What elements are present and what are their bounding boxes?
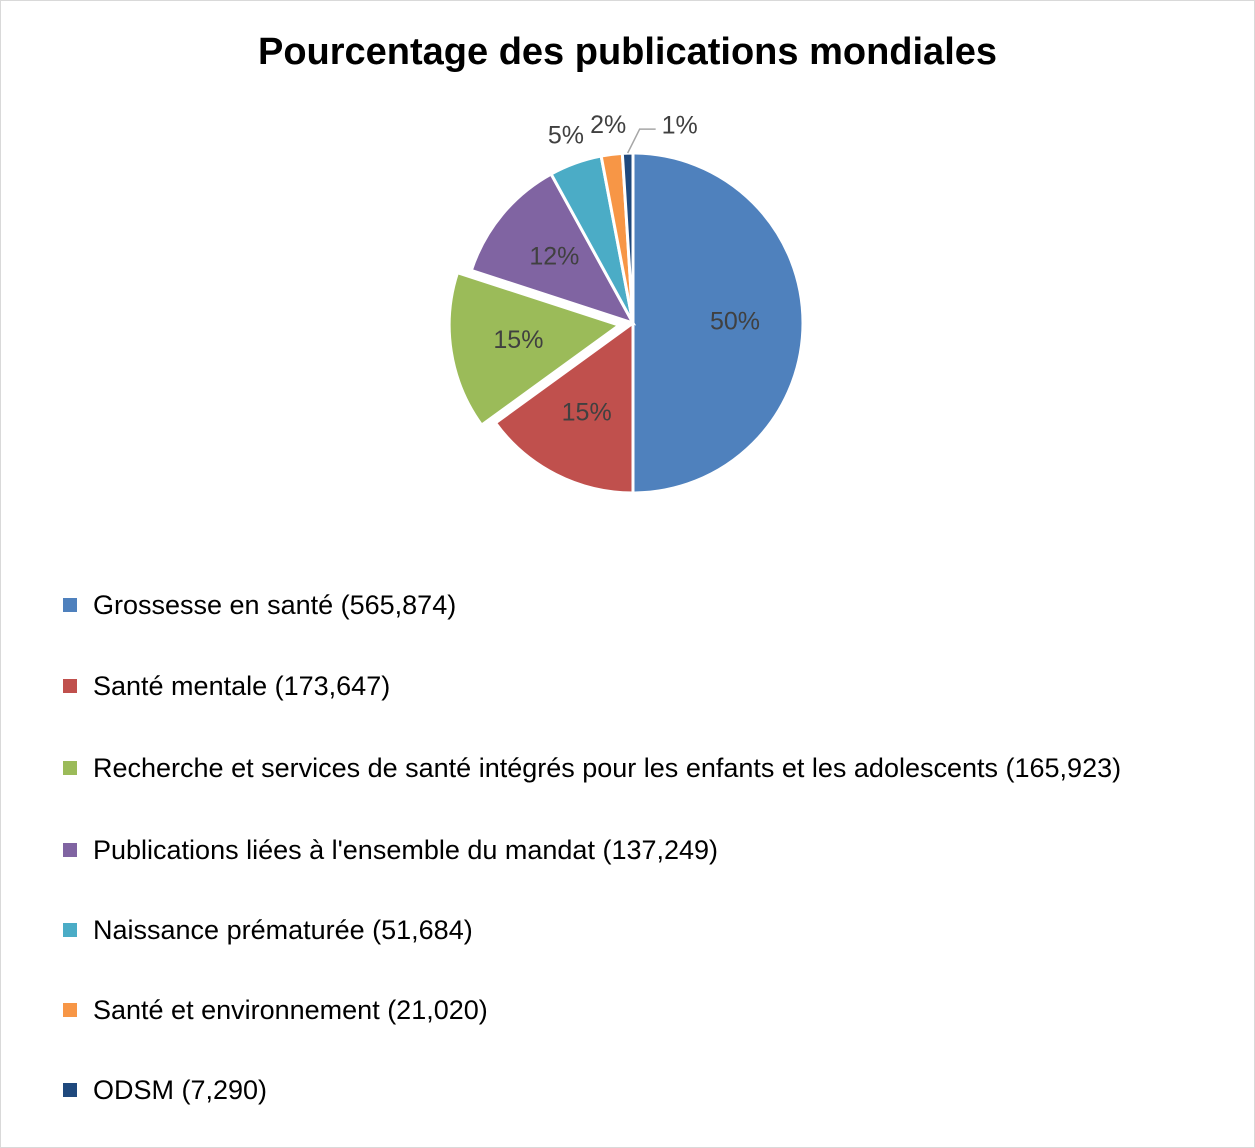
legend-label: Publications liées à l'ensemble du manda… bbox=[93, 835, 719, 865]
data-label: 1% bbox=[662, 112, 698, 140]
pie-slice bbox=[447, 270, 623, 428]
legend-item: Santé et environnement (21,020) bbox=[63, 990, 1203, 1030]
legend-item: Recherche et services de santé intégrés … bbox=[63, 748, 1203, 788]
legend-item: Grossesse en santé (565,874) bbox=[63, 585, 1203, 625]
data-label: 15% bbox=[562, 398, 612, 426]
legend-swatch bbox=[63, 598, 77, 612]
legend-swatch bbox=[63, 923, 77, 937]
legend-label: Grossesse en santé (565,874) bbox=[93, 590, 457, 620]
legend-label: Naissance prématurée (51,684) bbox=[93, 915, 473, 945]
pie-slice bbox=[631, 151, 805, 495]
legend-swatch bbox=[63, 679, 77, 693]
legend-label: Santé et environnement (21,020) bbox=[93, 995, 488, 1025]
data-label: 5% bbox=[548, 121, 584, 149]
legend-item: Naissance prématurée (51,684) bbox=[63, 910, 1203, 950]
data-label: 12% bbox=[529, 243, 579, 271]
legend-swatch bbox=[63, 843, 77, 857]
legend-label: Recherche et services de santé intégrés … bbox=[93, 753, 1122, 783]
legend-swatch bbox=[63, 1003, 77, 1017]
pie: 50% 15% 15% 12% 5% 2% 1% bbox=[447, 111, 805, 495]
pie-slice bbox=[469, 171, 637, 326]
legend-item: Publications liées à l'ensemble du manda… bbox=[63, 830, 1203, 870]
pie-slice bbox=[493, 320, 635, 495]
chart-title: Pourcentage des publications mondiales bbox=[257, 31, 998, 73]
legend-label: Santé mentale (173,647) bbox=[93, 671, 391, 701]
legend-swatch bbox=[63, 761, 77, 775]
legend-label: ODSM (7,290) bbox=[93, 1075, 268, 1105]
legend-swatch bbox=[63, 1083, 77, 1097]
data-label: 15% bbox=[493, 326, 543, 354]
legend-item: ODSM (7,290) bbox=[63, 1070, 1203, 1110]
data-label: 50% bbox=[710, 308, 760, 336]
leader-line bbox=[626, 128, 656, 154]
legend-item: Santé mentale (173,647) bbox=[63, 666, 1203, 706]
data-label: 2% bbox=[590, 111, 626, 139]
